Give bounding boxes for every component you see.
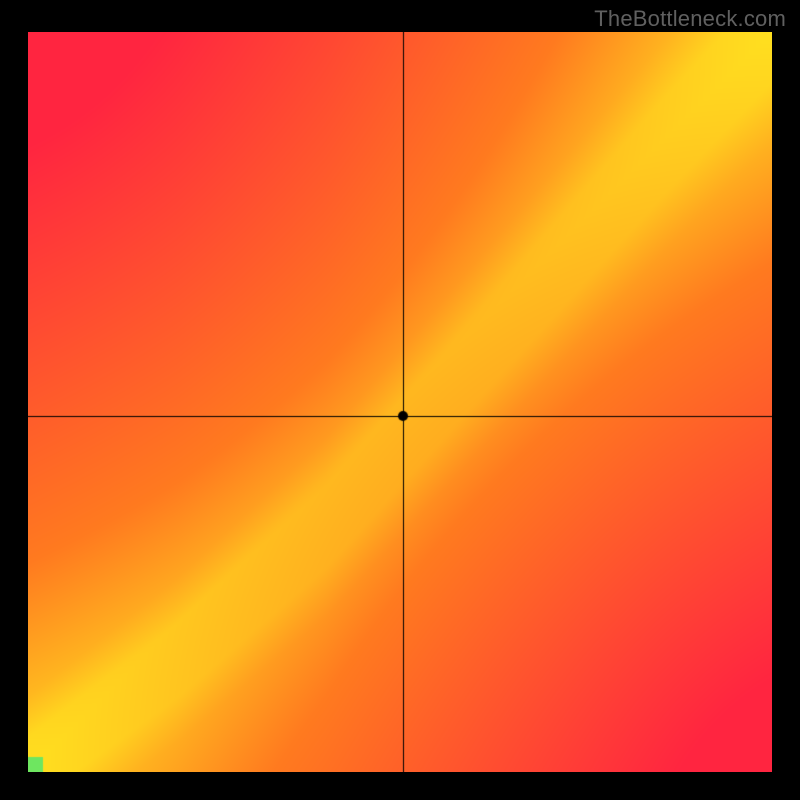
heatmap-canvas [28,32,772,772]
heatmap-plot [28,32,772,772]
watermark-text: TheBottleneck.com [594,6,786,32]
chart-wrapper: { "watermark": { "text": "TheBottleneck.… [0,0,800,800]
